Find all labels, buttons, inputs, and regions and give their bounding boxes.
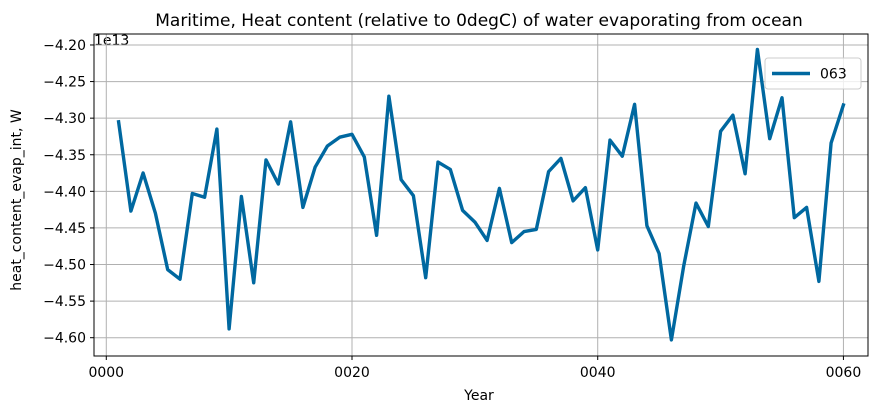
chart-title: Maritime, Heat content (relative to 0deg… [155,11,803,31]
y-tick-label: −4.25 [43,75,86,91]
x-tick-label: 0040 [580,365,616,381]
y-tick-label: −4.55 [43,294,86,310]
x-axis-label: Year [463,388,494,404]
y-tick-label: −4.60 [43,331,86,347]
legend-box [764,57,862,90]
y-tick-label: −4.35 [43,148,86,164]
y-tick-label: −4.30 [43,111,86,127]
y-axis-label: heat_content_evap_int, W [9,109,25,291]
series-layer [116,47,846,342]
x-axis: 0000 0020 0040 0060 [88,356,861,381]
x-tick-label: 0060 [826,365,862,381]
x-tick-label: 0020 [334,365,370,381]
grid-lines [94,34,868,356]
x-tick-label: 0000 [88,365,124,381]
plot-frame [93,33,869,357]
y-axis: −4.60 −4.55 −4.50 −4.45 −4.40 −4.35 −4.30 −4.25… [43,38,94,347]
y-tick-label: −4.20 [43,38,86,54]
y-tick-label: −4.50 [43,258,86,274]
y-tick-label: −4.45 [43,221,86,237]
legend-label: 063 [820,67,847,83]
y-tick-label: −4.40 [43,184,86,200]
legend: 063 [764,57,862,90]
y-offset-text: 1e13 [94,33,129,49]
series-line-063 [116,47,846,342]
